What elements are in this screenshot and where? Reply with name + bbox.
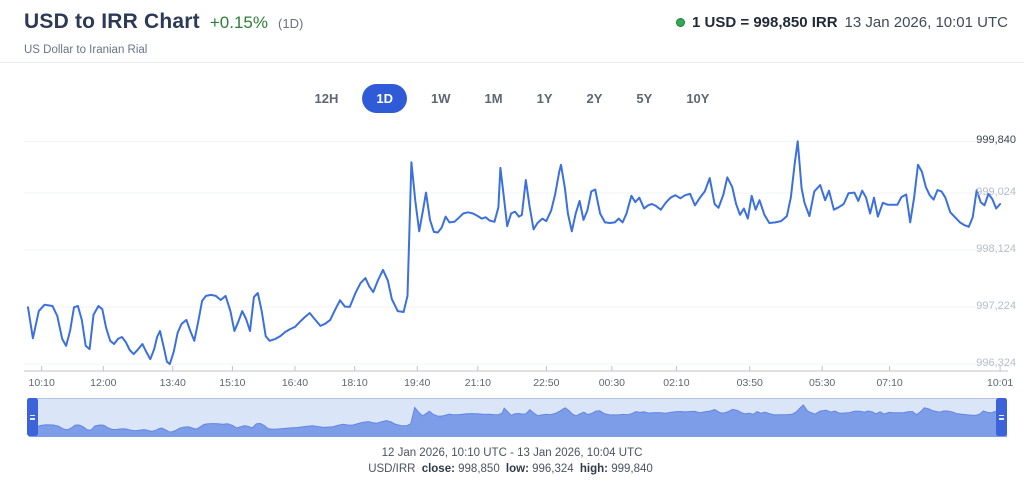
x-axis-label: 03:50 [736,377,763,389]
subtitle: US Dollar to Iranian Rial [24,44,148,56]
footer-stats: USD/IRR close: 998,850 low: 996,324 high… [0,463,1024,475]
navigator-area [29,405,1007,437]
low-value: 996,324 [532,463,574,475]
x-axis-label: 10:01 [986,377,1014,389]
change-period: (1D) [278,16,304,31]
range-navigator[interactable] [27,398,1007,437]
range-button-1y[interactable]: 1Y [527,84,563,113]
x-axis-label: 21:10 [464,377,492,389]
change-percent: +0.15% [209,13,269,32]
y-axis-label: 996,324 [976,357,1016,369]
x-axis-label: 19:40 [404,377,431,389]
range-button-12h[interactable]: 12H [305,84,349,113]
pair-label: USD/IRR [368,463,416,475]
high-label: high: [579,463,609,475]
range-button-1w[interactable]: 1W [421,84,461,113]
range-button-1m[interactable]: 1M [475,84,513,113]
page-title: USD to IRR Chart [24,10,200,33]
y-axis-label: 999,840 [976,134,1016,147]
quote-rate: 1 USD = 998,850 IRR [692,14,838,31]
y-axis-label: 998,124 [976,243,1016,255]
price-line [27,140,1002,365]
drag-handle-icon [30,414,35,416]
x-axis-label: 15:10 [219,377,246,389]
price-chart[interactable]: 999,840 999,024 998,124 997,224 996,324 10:10… [0,130,1024,389]
range-button-2y[interactable]: 2Y [577,84,613,113]
x-axis-label: 12:00 [90,377,117,389]
current-quote: 1 USD = 998,850 IRR 13 Jan 2026, 10:01 U… [676,14,1008,31]
quote-time: 13 Jan 2026, 10:01 UTC [844,14,1008,31]
range-button-10y[interactable]: 10Y [676,84,719,113]
x-axis-label: 02:10 [663,377,690,389]
live-dot-icon [676,18,686,27]
range-button-5y[interactable]: 5Y [626,84,662,113]
navigator-svg [29,404,1007,437]
x-axis-label: 18:10 [341,377,368,389]
drag-handle-icon [30,418,35,420]
x-axis-label: 05:30 [808,377,836,389]
range-buttons: 12H 1D 1W 1M 1Y 2Y 5Y 10Y [0,84,1024,113]
drag-handle-icon [999,418,1004,420]
footer-date-range: 12 Jan 2026, 10:10 UTC - 13 Jan 2026, 10… [381,447,643,459]
y-axis-label: 997,224 [976,300,1016,312]
y-axis-label: 999,024 [976,186,1016,198]
low-label: low: [505,463,529,475]
x-axis-label: 13:40 [159,377,186,389]
high-value: 999,840 [611,463,653,475]
range-button-1d[interactable]: 1D [362,84,408,113]
header: USD to IRR Chart +0.15% (1D) [24,10,303,34]
navigator-line [29,404,1007,433]
header-divider [0,62,1024,63]
close-value: 998,850 [458,463,500,475]
x-axis-label: 10:10 [28,377,55,389]
x-axis-label: 16:40 [281,377,309,389]
close-label: close: [421,463,455,475]
drag-handle-icon [999,414,1004,416]
x-axis-label: 07:10 [876,377,903,389]
navigator-right-handle[interactable] [996,398,1007,436]
x-axis-label: 00:30 [598,377,625,389]
x-axis-label: 22:50 [533,377,560,389]
chart-svg [24,140,1008,372]
navigator-left-handle[interactable] [27,398,38,436]
